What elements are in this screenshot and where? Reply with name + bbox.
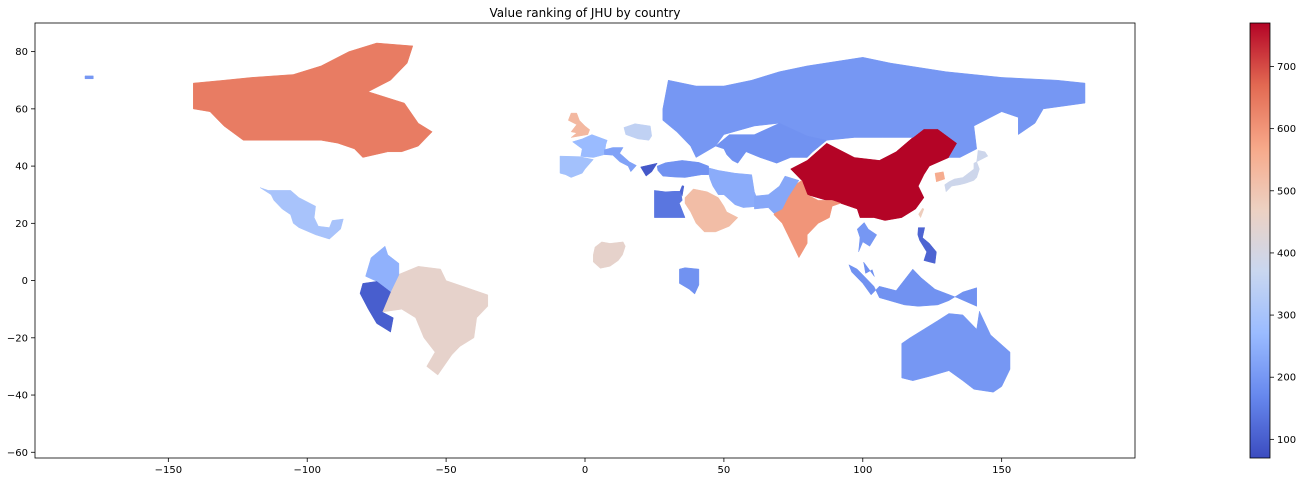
country-indonesia (848, 264, 977, 307)
y-tick-label: −20 (7, 333, 28, 344)
country-kazakhstan (715, 122, 828, 164)
colorbar: 100 200 300 400 500 600 700 (1249, 22, 1296, 459)
country-nigeria (593, 241, 626, 269)
colorbar-ticks: 100 200 300 400 500 600 700 (1270, 62, 1296, 446)
country-iran (706, 167, 761, 208)
y-axis: −60 −40 −20 0 20 40 60 80 (7, 47, 35, 459)
colorbar-tick-label: 500 (1277, 186, 1296, 197)
colorbar-gradient (1249, 22, 1271, 459)
country-united-states-alaska (84, 75, 94, 80)
country-pakistan (754, 175, 800, 214)
country-malaysia (863, 261, 875, 277)
y-tick-label: 40 (15, 162, 28, 173)
x-tick-label: 150 (992, 465, 1011, 476)
colorbar-tick-label: 600 (1277, 124, 1296, 135)
country-brazil (379, 266, 489, 376)
y-tick-label: 80 (15, 47, 28, 58)
x-tick-label: 50 (718, 465, 731, 476)
y-tick-label: 20 (15, 219, 28, 230)
country-spain (559, 155, 594, 178)
x-tick-label: −100 (293, 465, 320, 476)
x-tick-label: −50 (436, 465, 457, 476)
map-title: Value ranking of JHU by country (490, 6, 681, 20)
y-tick-label: −40 (7, 391, 28, 402)
country-greece (640, 162, 658, 177)
country-mexico (259, 187, 344, 240)
country-kenya (679, 267, 700, 295)
colorbar-tick-label: 400 (1277, 248, 1296, 259)
country-philippines (917, 227, 937, 264)
colorbar-tick-label: 700 (1277, 62, 1296, 73)
y-tick-label: −60 (7, 448, 28, 459)
y-tick-label: 60 (15, 104, 28, 115)
country-china (790, 128, 958, 221)
country-egypt (654, 190, 686, 218)
country-australia (901, 310, 1011, 393)
country-united-kingdom (567, 112, 590, 138)
colorbar-tick-label: 300 (1277, 311, 1296, 322)
y-tick-label: 0 (22, 276, 28, 287)
country-israel (679, 185, 685, 197)
x-axis: −150 −100 −50 0 50 100 150 (155, 458, 1011, 476)
country-russia (662, 57, 1086, 158)
country-turkey (656, 160, 709, 178)
x-tick-label: 0 (582, 465, 588, 476)
country-colombia (365, 245, 400, 293)
colorbar-tick-label: 100 (1277, 435, 1296, 446)
country-italy (604, 147, 637, 173)
x-tick-label: 100 (853, 465, 872, 476)
x-tick-label: −150 (155, 465, 182, 476)
country-japan (944, 150, 989, 193)
country-layer (84, 42, 1086, 393)
country-south-korea (934, 171, 945, 183)
country-canada (193, 42, 433, 158)
country-thailand (856, 222, 878, 252)
country-poland (623, 123, 652, 141)
country-taiwan (918, 207, 925, 219)
country-france (571, 134, 608, 158)
colorbar-tick-label: 200 (1277, 373, 1296, 384)
country-saudi-arabia (684, 188, 739, 233)
country-peru (359, 281, 394, 333)
